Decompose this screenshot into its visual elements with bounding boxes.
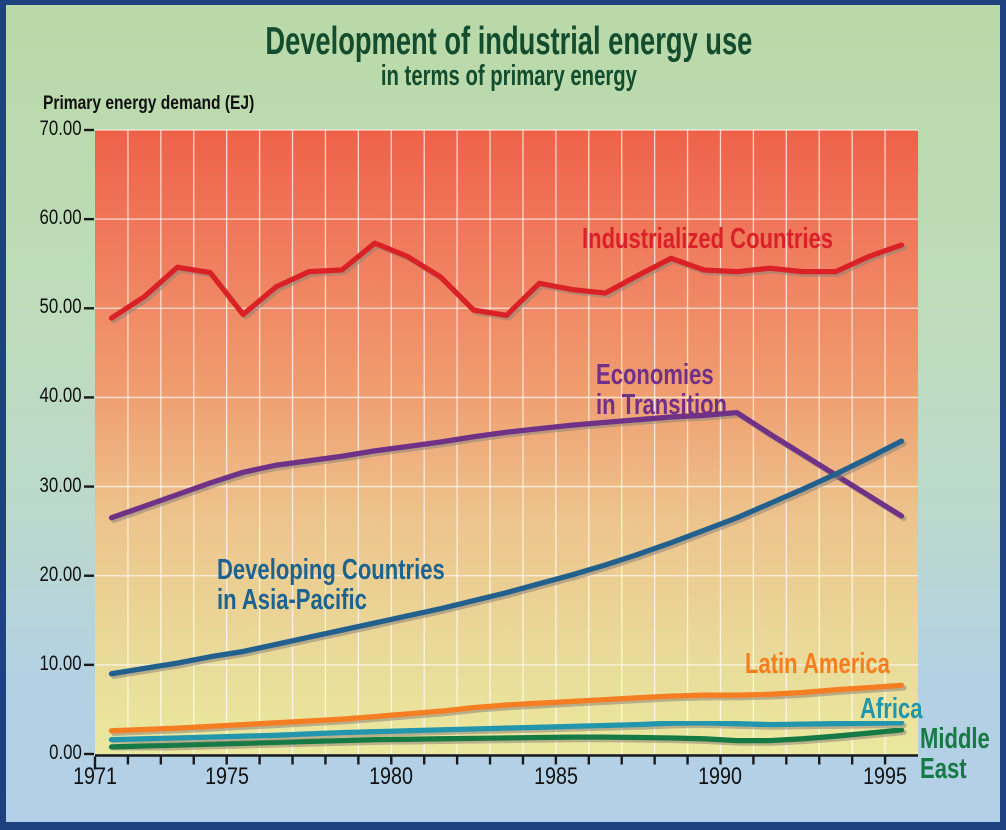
x-tick-label: 1980 (369, 763, 414, 790)
y-axis-title: Primary energy demand (EJ) (43, 93, 301, 115)
y-tick-label: 50.00 (39, 295, 82, 319)
chart-subtitle-text: in terms of primary energy (380, 60, 638, 92)
y-tick-label: 70.00 (39, 117, 82, 141)
chart-title: Development of industrial energy use (6, 20, 1000, 63)
series-label-latin-america: Latin America (745, 648, 936, 680)
chart-title-text: Development of industrial energy use (265, 20, 753, 63)
y-axis-title-text: Primary energy demand (EJ) (43, 93, 255, 114)
series-label-text: Africa (860, 693, 923, 725)
x-tick-label: 1971 (73, 763, 117, 790)
y-tick-label: 20.00 (39, 562, 82, 586)
y-tick-label: 30.00 (39, 473, 82, 497)
series-label-middle-east: Middle East (920, 723, 1000, 785)
y-tick-label: 10.00 (39, 651, 82, 675)
y-tick-label: 0.00 (49, 741, 82, 765)
series-label-text: Middle East (920, 723, 990, 785)
x-tick-label: 1995 (863, 763, 907, 790)
series-label-text: Economies in Transition (596, 359, 728, 421)
series-label-text: Latin America (745, 648, 890, 680)
x-tick-label: 1985 (533, 763, 578, 790)
y-tick-label: 60.00 (39, 206, 82, 230)
series-label-text: Developing Countries in Asia-Pacific (217, 554, 445, 616)
x-tick-label: 1975 (204, 763, 249, 790)
series-label-industrialized-countries: Industrialized Countries (582, 223, 912, 255)
chart-subtitle: in terms of primary energy (6, 60, 1000, 92)
series-label-africa: Africa (860, 693, 942, 725)
y-tick-label: 40.00 (39, 384, 82, 408)
series-label-developing-countries-asia-pacific: Developing Countries in Asia-Pacific (217, 554, 517, 616)
series-label-economies-in-transition: Economies in Transition (596, 359, 768, 421)
x-tick-label: 1990 (698, 763, 743, 790)
series-label-text: Industrialized Countries (582, 223, 834, 255)
